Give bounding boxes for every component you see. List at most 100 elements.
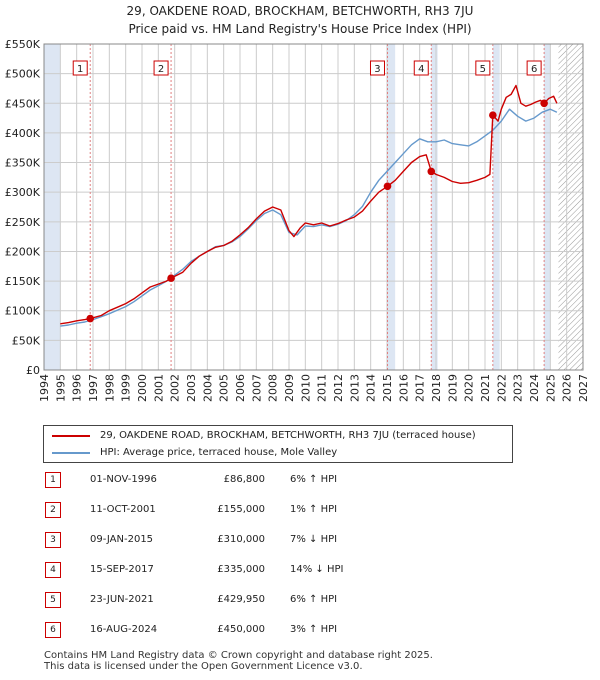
sale-row: 1 01-NOV-1996 £86,800 6% ↑ HPI	[0, 470, 600, 490]
sale-hpi-diff: 6% ↑ HPI	[290, 474, 338, 485]
x-tick-label: 2005	[218, 374, 231, 402]
x-tick-label: 1996	[71, 374, 84, 402]
sale-point-5	[489, 111, 497, 119]
y-tick-label: £0	[26, 364, 40, 377]
sale-hpi-diff: 1% ↑ HPI	[290, 504, 338, 515]
sale-date: 16-AUG-2024	[90, 624, 158, 635]
property-price-line	[60, 84, 558, 325]
forecast-hatch	[558, 44, 583, 370]
y-tick-label: £350K	[5, 157, 41, 170]
sale-hpi-diff: 14% ↓ HPI	[290, 564, 344, 575]
sale-marker-box-1	[72, 60, 88, 76]
sale-num-box: 4	[45, 562, 61, 578]
title-line-1: 29, OAKDENE ROAD, BROCKHAM, BETCHWORTH, …	[126, 4, 474, 18]
sale-price: £310,000	[217, 534, 265, 545]
sale-shade-5	[492, 44, 500, 370]
sale-marker-label-1: 1	[77, 64, 83, 75]
y-tick-label: £200K	[5, 245, 41, 258]
footer: Contains HM Land Registry data © Crown c…	[44, 650, 433, 672]
x-tick-label: 2001	[152, 374, 165, 402]
sale-num-box: 3	[45, 532, 61, 548]
sale-date: 09-JAN-2015	[90, 534, 154, 545]
sale-price: £86,800	[223, 474, 265, 485]
price-chart: 1 2 3 4 5 6 £0 £50K £100K £150K £200K £250K £300K £3…	[5, 38, 590, 402]
sale-shade-3	[387, 44, 396, 370]
y-tick-label: £50K	[12, 334, 41, 347]
sale-row: 3 09-JAN-2015 £310,000 7% ↓ HPI	[0, 530, 600, 550]
sale-row: 6 16-AUG-2024 £450,000 3% ↑ HPI	[0, 620, 600, 640]
sale-shade-6	[544, 44, 551, 370]
hpi-line	[60, 108, 558, 327]
sale-point-6	[540, 99, 548, 108]
pre-data-shade	[44, 44, 61, 370]
x-tick-label: 2021	[479, 374, 492, 402]
sale-point-1	[86, 314, 95, 323]
x-tick-label: 1994	[38, 374, 51, 402]
footer-licence: This data is licensed under the Open Gov…	[44, 661, 363, 672]
sale-hpi-diff: 6% ↑ HPI	[290, 594, 338, 605]
sale-marker-label-3: 3	[374, 64, 380, 75]
x-tick-label: 1995	[54, 374, 67, 402]
sale-date: 23-JUN-2021	[90, 594, 154, 605]
plot-frame	[43, 43, 584, 371]
x-tick-label: 2027	[577, 374, 590, 402]
x-tick-label: 2004	[201, 374, 214, 402]
sale-hpi-diff: 3% ↑ HPI	[290, 624, 338, 635]
y-tick-label: £150K	[5, 275, 41, 288]
x-tick-label: 2015	[381, 374, 394, 402]
sale-num-box: 1	[45, 472, 61, 488]
x-tick-label: 2010	[299, 374, 312, 402]
sale-row: 2 11-OCT-2001 £155,000 1% ↑ HPI	[0, 500, 600, 520]
sale-marker-box-3	[369, 60, 385, 76]
sale-point-4	[427, 167, 436, 176]
x-tick-label: 2006	[234, 374, 247, 402]
sale-marker-label-5: 5	[480, 64, 486, 75]
sale-point-2	[167, 274, 175, 282]
x-tick-label: 2002	[169, 374, 182, 402]
x-tick-label: 2016	[397, 374, 410, 402]
sale-date: 11-OCT-2001	[90, 504, 156, 515]
legend-swatch-property	[52, 435, 90, 437]
x-tick-label: 2014	[365, 374, 378, 402]
y-tick-label: £550K	[5, 38, 41, 51]
y-tick-label: £100K	[5, 305, 41, 318]
sale-hpi-diff: 7% ↓ HPI	[290, 534, 338, 545]
x-tick-label: 2019	[446, 374, 459, 402]
sale-price: £155,000	[217, 504, 265, 515]
y-tick-label: £300K	[5, 186, 41, 199]
x-tick-label: 2009	[283, 374, 296, 402]
sale-shade-4	[431, 44, 438, 370]
title-line-2: Price paid vs. HM Land Registry's House …	[128, 22, 472, 36]
legend: 29, OAKDENE ROAD, BROCKHAM, BETCHWORTH, …	[43, 425, 513, 463]
x-tick-label: 2017	[414, 374, 427, 402]
x-tick-label: 2020	[463, 374, 476, 402]
sale-marker-box-5	[475, 60, 491, 76]
x-tick-label: 1998	[103, 374, 116, 402]
x-tick-label: 2024	[528, 374, 541, 402]
sale-num-box: 6	[45, 622, 61, 638]
x-tick-label: 2000	[136, 374, 149, 402]
sale-marker-box-2	[153, 60, 169, 76]
footer-copyright: Contains HM Land Registry data © Crown c…	[44, 650, 433, 661]
legend-swatch-hpi	[52, 452, 90, 454]
sale-price: £429,950	[217, 594, 265, 605]
x-tick-label: 2022	[495, 374, 508, 402]
y-tick-label: £500K	[5, 68, 41, 81]
sale-date: 15-SEP-2017	[90, 564, 154, 575]
sale-marker-label-4: 4	[418, 64, 424, 75]
sale-marker-box-6	[526, 60, 542, 76]
x-tick-label: 2025	[544, 374, 557, 402]
sale-num-box: 2	[45, 502, 61, 518]
x-tick-label: 2008	[267, 374, 280, 402]
x-tick-label: 1999	[120, 374, 133, 402]
x-tick-label: 2026	[561, 374, 574, 402]
sale-num-box: 5	[45, 592, 61, 608]
x-tick-label: 2011	[316, 374, 329, 402]
sale-price: £450,000	[217, 624, 265, 635]
sale-row: 4 15-SEP-2017 £335,000 14% ↓ HPI	[0, 560, 600, 580]
x-tick-label: 2018	[430, 374, 443, 402]
x-tick-label: 2012	[332, 374, 345, 402]
sale-date: 01-NOV-1996	[90, 474, 157, 485]
legend-item-property: 29, OAKDENE ROAD, BROCKHAM, BETCHWORTH, …	[52, 428, 502, 444]
y-tick-label: £400K	[5, 127, 41, 140]
